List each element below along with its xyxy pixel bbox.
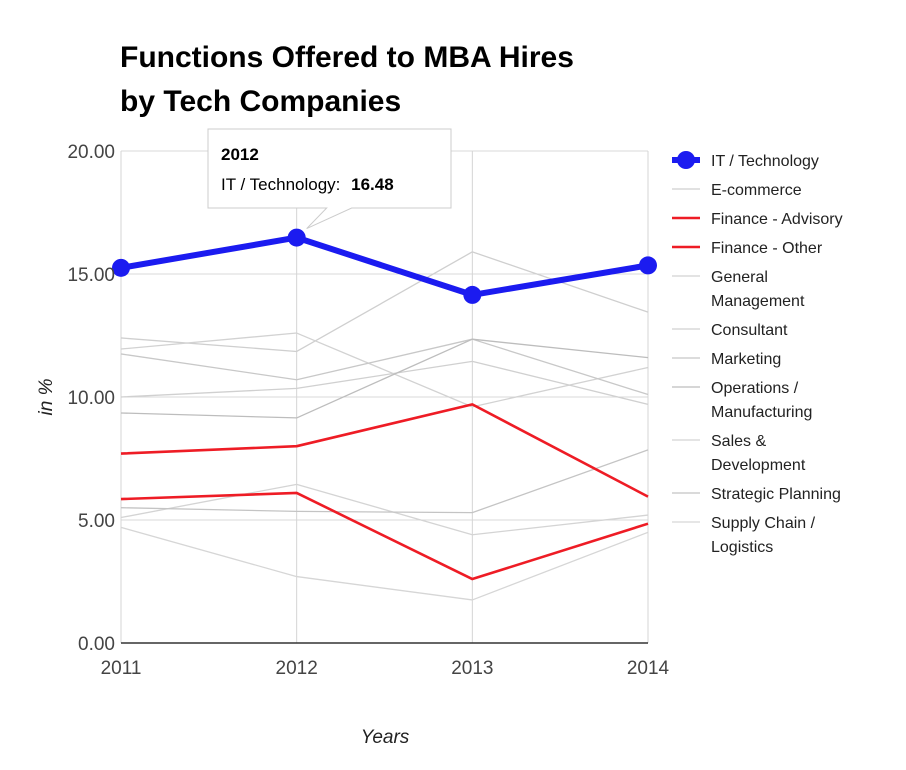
series-line-strategic-planning [120,449,649,514]
legend-item-supply-chain-logistics[interactable]: Supply Chain / Logistics [672,515,816,556]
series-line-sales-development [120,483,649,536]
legend-label: Strategic Planning [711,486,841,503]
legend-item-consultant[interactable]: Consultant [672,322,788,339]
series-line-marketing [120,338,649,396]
legend-item-strategic-planning[interactable]: Strategic Planning [672,486,841,503]
legend-item-it-technology[interactable]: IT / Technology [672,151,819,170]
highlight-series [112,228,657,304]
y-tick-label: 15.00 [67,265,115,286]
series-line-finance-advisory [120,403,649,498]
y-axis-title: in % [36,378,57,415]
legend-item-general-management[interactable]: General Management [672,269,805,310]
legend-marker [677,151,695,169]
series-line-general-management [120,332,649,408]
series-point-it-technology[interactable] [287,228,306,247]
chart-title-line-1: Functions Offered to MBA Hires [120,41,574,74]
tooltip-category: 2012 [221,145,259,164]
tooltip-series-label: IT / Technology: [221,175,340,194]
y-tick-labels: 0.00 5.00 10.00 15.00 20.00 [67,142,115,655]
series-line-consultant [120,360,649,406]
x-tick-labels: 2011 2012 2013 2014 [101,658,670,679]
series-point-it-technology[interactable] [463,285,482,304]
legend-item-operations-manufacturing[interactable]: Operations / Manufacturing [672,380,812,421]
y-tick-label: 0.00 [78,634,115,655]
legend-item-finance-other[interactable]: Finance - Other [672,240,823,257]
legend-label: IT / Technology [711,153,819,170]
tooltip-line: IT / Technology: 16.48 [221,175,394,194]
legend-label: Manufacturing [711,404,812,421]
series-line-supply-chain-logistics [120,526,649,601]
x-tick-label: 2012 [276,658,318,679]
legend-label: Operations / [711,380,799,397]
series-point-it-technology[interactable] [112,258,130,277]
legend: IT / Technology E-commerce Finance - Advis… [672,151,843,556]
y-tick-label: 10.00 [67,388,115,409]
series-point-it-technology[interactable] [639,256,657,275]
legend-label: Logistics [711,539,773,556]
legend-item-finance-advisory[interactable]: Finance - Advisory [672,211,843,228]
series-line-it-technology [120,234,649,298]
legend-label: Consultant [711,322,788,339]
legend-label: Marketing [711,351,781,368]
legend-label: Development [711,457,806,474]
legend-item-marketing[interactable]: Marketing [672,351,781,368]
legend-label: Management [711,293,805,310]
legend-label: Finance - Advisory [711,211,843,228]
legend-label: General [711,269,768,286]
x-axis-title: Years [361,727,410,748]
y-tick-label: 5.00 [78,511,115,532]
chart-title: Functions Offered to MBA Hires by Tech C… [120,41,574,118]
chart-title-line-2: by Tech Companies [120,85,401,118]
legend-item-e-commerce[interactable]: E-commerce [672,182,802,199]
tooltip-box [207,128,452,230]
x-tick-label: 2014 [627,658,670,679]
finance-series-lines [120,403,649,581]
x-tick-label: 2011 [101,658,142,679]
y-tick-label: 20.00 [67,142,115,163]
legend-label: Sales & [711,433,766,450]
legend-label: Supply Chain / [711,515,816,532]
legend-item-sales-development[interactable]: Sales & Development [672,433,806,474]
series-line-operations-manufacturing [120,338,649,419]
series-line-finance-other [120,491,649,581]
legend-label: Finance - Other [711,240,823,257]
tooltip-value: 16.48 [351,175,394,194]
legend-label: E-commerce [711,182,802,199]
faded-series-lines [120,251,649,601]
x-tick-label: 2013 [451,658,493,679]
tooltip: 2012 IT / Technology: 16.48 [207,128,452,230]
